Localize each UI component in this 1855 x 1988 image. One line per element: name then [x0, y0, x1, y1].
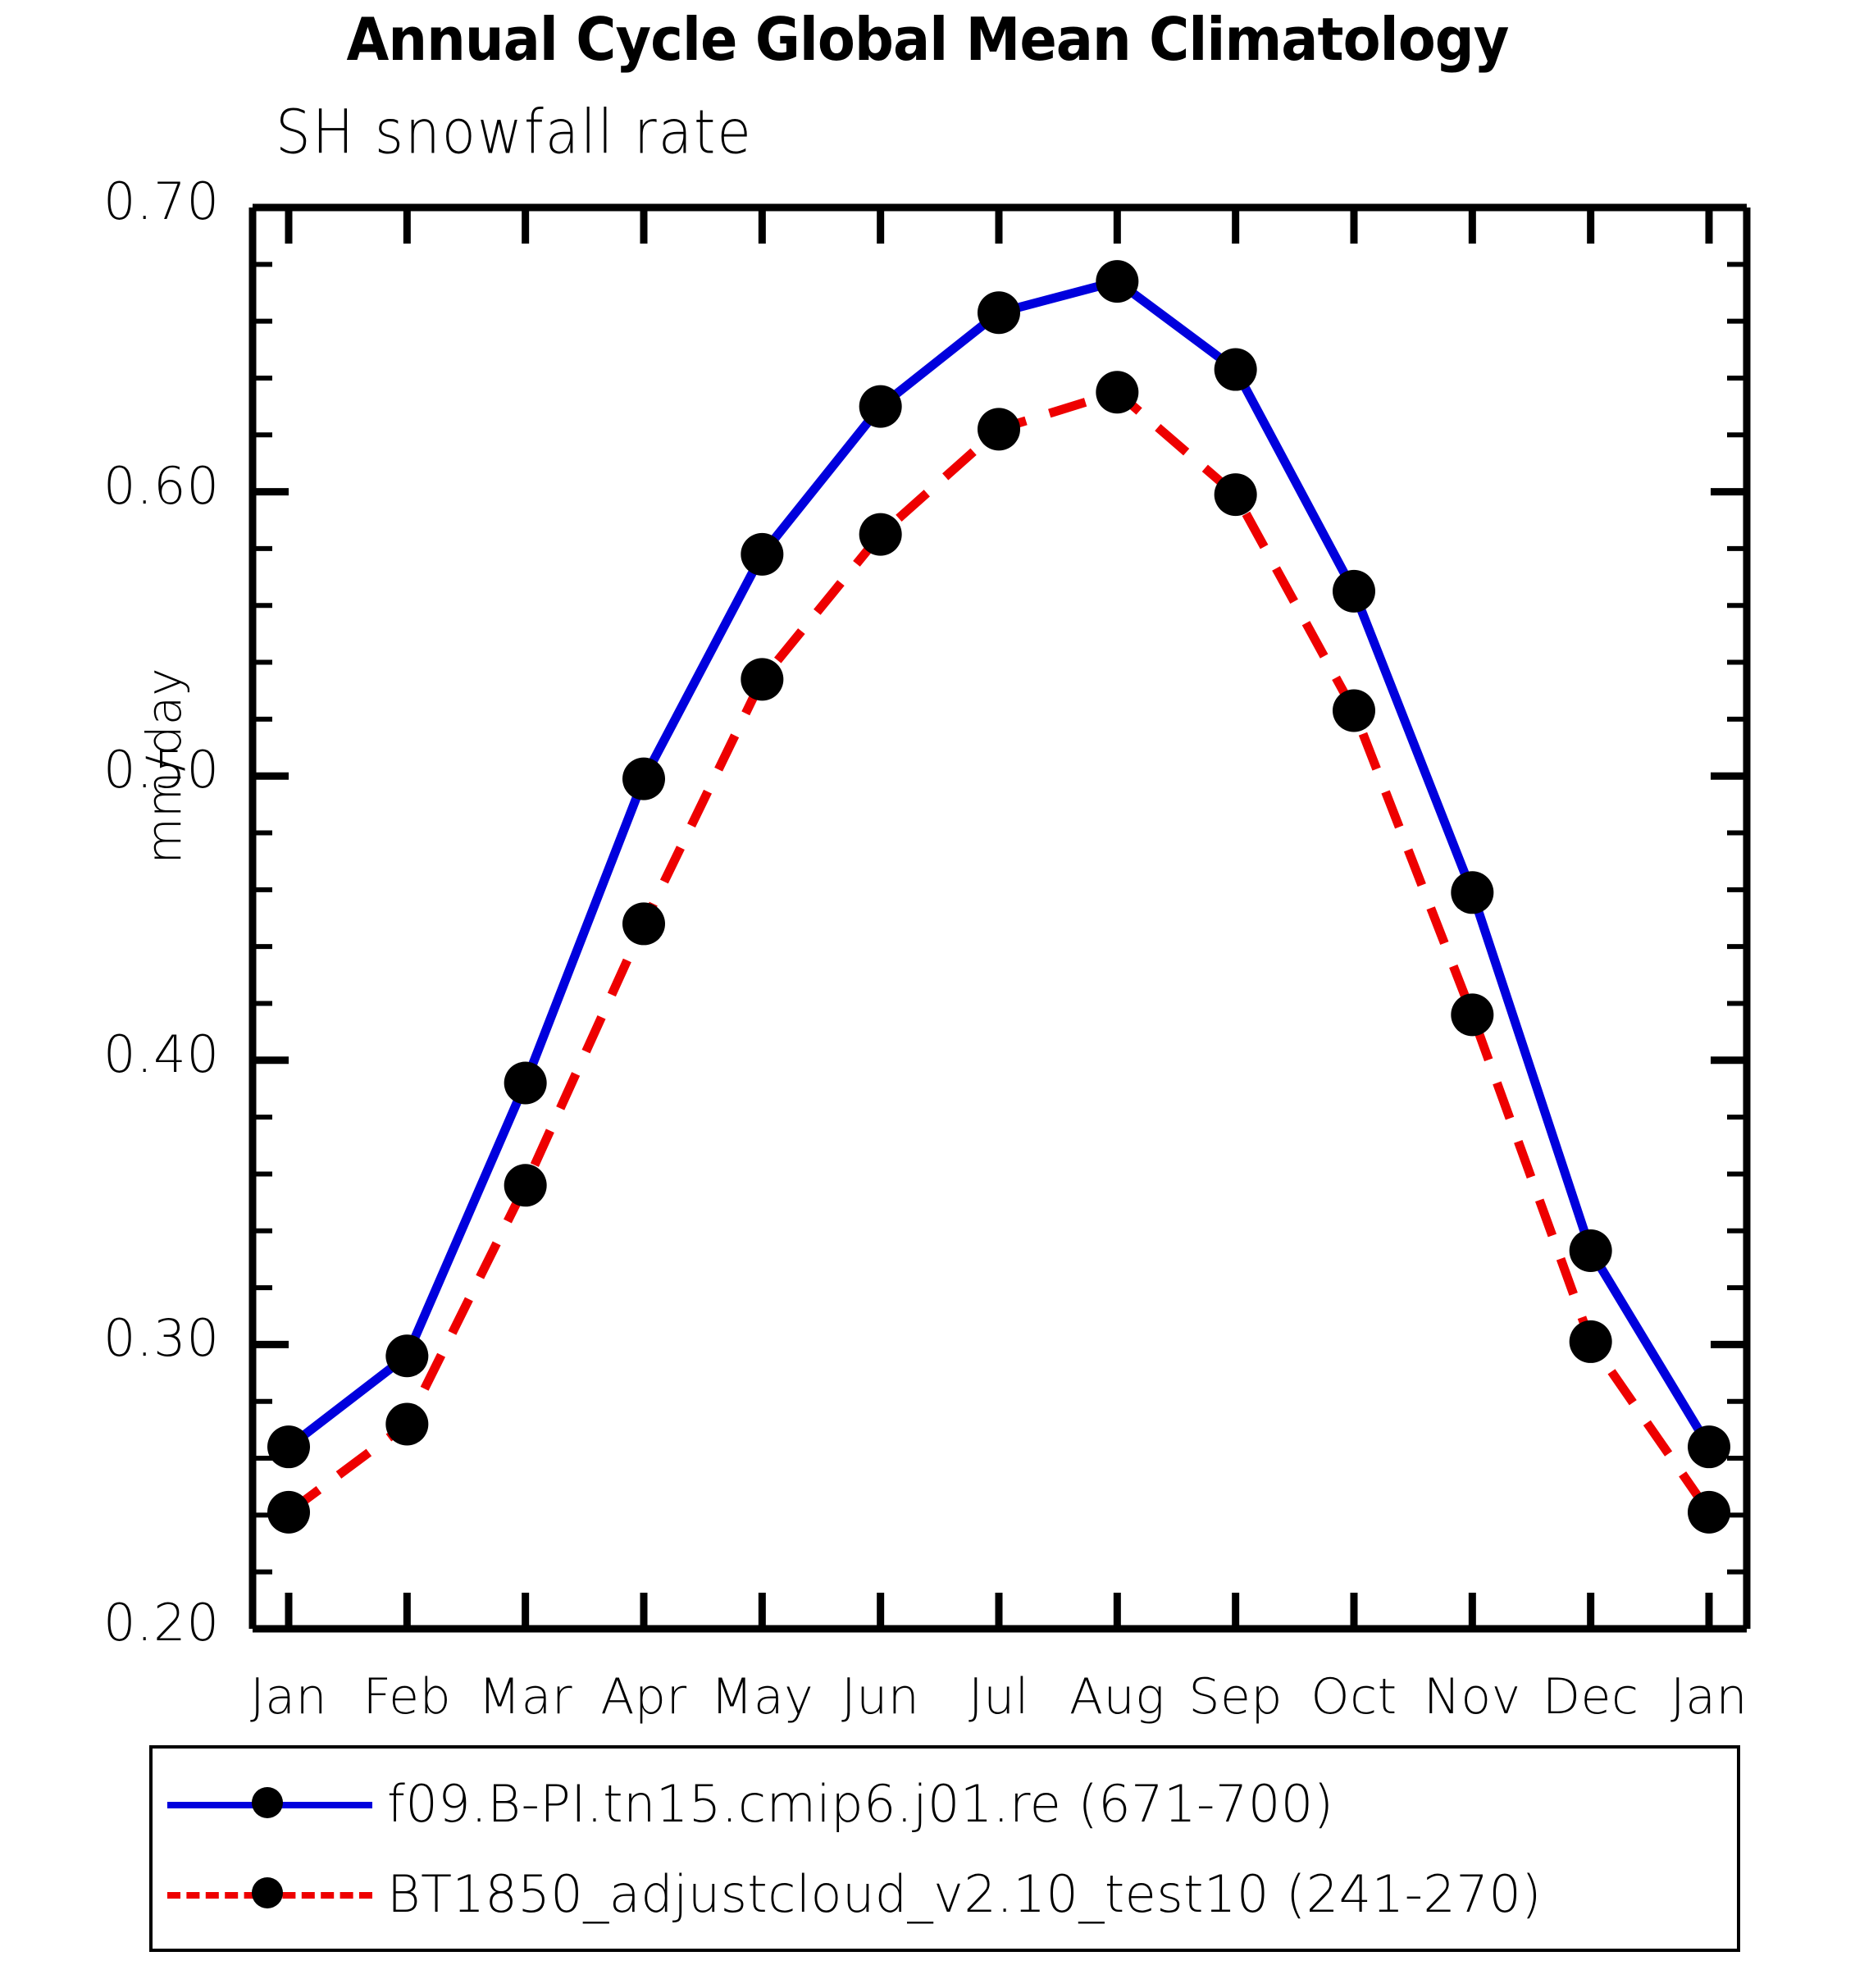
legend-label-series-1: f09.B-PI.tn15.cmip6.j01.re (671-700) [387, 1773, 1334, 1834]
x-tick-label: Feb [362, 1668, 452, 1726]
x-tick-label: Apr [600, 1668, 687, 1726]
legend-marker-series-2 [252, 1877, 283, 1908]
chart-subtitle: SH snowfall rate [276, 97, 753, 168]
x-tick-label: Jan [250, 1668, 327, 1726]
legend-entry: BT1850_adjustcloud_v2.10_test10 (241-270… [153, 1849, 1737, 1939]
legend-sample-series-1 [167, 1771, 372, 1836]
legend-label-series-2: BT1850_adjustcloud_v2.10_test10 (241-270… [387, 1863, 1542, 1924]
y-tick-label: 0.20 [103, 1593, 220, 1653]
x-tick-label: Sep [1188, 1668, 1283, 1726]
x-tick-label: Nov [1424, 1668, 1521, 1726]
x-tick-label: Oct [1310, 1668, 1397, 1726]
x-tick-label: Jul [969, 1668, 1029, 1726]
y-tick-label: 0.70 [103, 171, 220, 231]
x-tick-label: Dec [1542, 1668, 1639, 1726]
x-tick-label: May [710, 1668, 814, 1726]
x-tick-label: Jan [1670, 1668, 1748, 1726]
legend-sample-series-2 [167, 1861, 372, 1926]
x-tick-label: Mar [478, 1668, 572, 1726]
page-title: Annual Cycle Global Mean Climatology [346, 5, 1509, 74]
y-tick-label: 0.30 [103, 1308, 220, 1369]
y-tick-label: 0.40 [103, 1024, 220, 1084]
chart-legend: f09.B-PI.tn15.cmip6.j01.re (671-700) BT1… [149, 1745, 1740, 1952]
x-tick-label: Aug [1069, 1668, 1165, 1726]
legend-entry: f09.B-PI.tn15.cmip6.j01.re (671-700) [153, 1758, 1737, 1849]
y-tick-label: 0.60 [103, 455, 220, 516]
x-tick-label: Jun [841, 1668, 920, 1726]
y-tick-label: 0.50 [103, 740, 220, 800]
legend-marker-series-1 [252, 1787, 283, 1818]
